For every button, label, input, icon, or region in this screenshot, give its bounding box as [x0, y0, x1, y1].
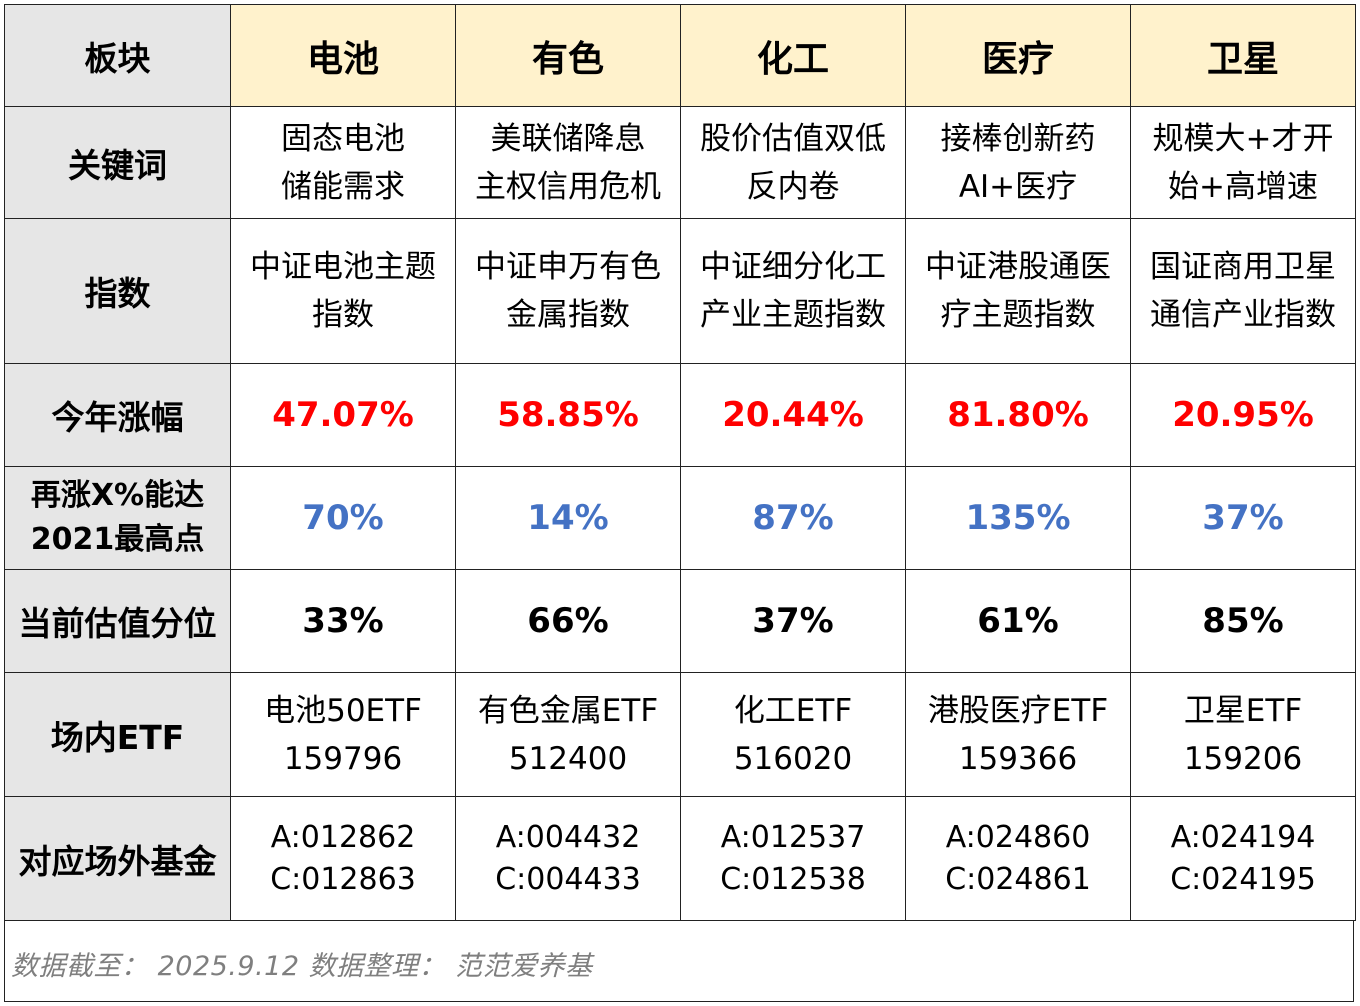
valuation-row: 当前估值分位 33% 66% 37% 61% 85%: [4, 569, 1356, 673]
otc-fund-cell: A:004432 C:004433: [455, 796, 681, 921]
keywords-cell: 美联储降息 主权信用危机: [455, 106, 681, 219]
etf-cell: 电池50ETF 159796: [230, 672, 456, 797]
keywords-label: 关键词: [4, 106, 231, 219]
sector-header-battery: 电池: [230, 4, 456, 107]
valuation-cell: 61%: [905, 569, 1131, 673]
index-cell: 中证细分化工 产业主题指数: [680, 218, 906, 364]
valuation-cell: 66%: [455, 569, 681, 673]
upside-cell: 14%: [455, 466, 681, 570]
etf-cell: 化工ETF 516020: [680, 672, 906, 797]
ytd-gain-cell: 20.95%: [1130, 363, 1356, 467]
etf-cell: 港股医疗ETF 159366: [905, 672, 1131, 797]
footer-text: 数据截至： 2025.9.12 数据整理： 范范爱养基: [11, 951, 593, 982]
otc-fund-cell: A:012537 C:012538: [680, 796, 906, 921]
upside-cell: 37%: [1130, 466, 1356, 570]
ytd-gain-cell: 58.85%: [455, 363, 681, 467]
index-cell: 中证港股通医 疗主题指数: [905, 218, 1131, 364]
keywords-cell: 固态电池 储能需求: [230, 106, 456, 219]
etf-cell: 有色金属ETF 512400: [455, 672, 681, 797]
header-row: 板块 电池 有色 化工 医疗 卫星: [4, 4, 1356, 107]
keywords-row: 关键词 固态电池 储能需求 美联储降息 主权信用危机 股价估值双低 反内卷 接棒创新药…: [4, 106, 1356, 219]
index-cell: 国证商用卫星 通信产业指数: [1130, 218, 1356, 364]
header-label-cell: 板块: [4, 4, 231, 107]
sector-table: 板块 电池 有色 化工 医疗 卫星 关键词 固态电池 储能需求 美联储降息 主权信用…: [4, 4, 1356, 921]
otc-fund-cell: A:024860 C:024861: [905, 796, 1131, 921]
valuation-cell: 37%: [680, 569, 906, 673]
otc-fund-row: 对应场外基金 A:012862 C:012863 A:004432 C:004433…: [4, 796, 1356, 921]
upside-cell: 87%: [680, 466, 906, 570]
valuation-cell: 33%: [230, 569, 456, 673]
keywords-cell: 接棒创新药 AI+医疗: [905, 106, 1131, 219]
otc-fund-label: 对应场外基金: [4, 796, 231, 921]
sector-header-medical: 医疗: [905, 4, 1131, 107]
valuation-cell: 85%: [1130, 569, 1356, 673]
upside-cell: 70%: [230, 466, 456, 570]
ytd-gain-row: 今年涨幅 47.07% 58.85% 20.44% 81.80% 20.95%: [4, 363, 1356, 467]
index-row: 指数 中证电池主题 指数 中证申万有色 金属指数 中证细分化工 产业主题指数 中证港股…: [4, 218, 1356, 364]
index-label: 指数: [4, 218, 231, 364]
etf-label: 场内ETF: [4, 672, 231, 797]
upside-cell: 135%: [905, 466, 1131, 570]
keywords-cell: 股价估值双低 反内卷: [680, 106, 906, 219]
etf-row: 场内ETF 电池50ETF 159796 有色金属ETF 512400 化工ETF 5…: [4, 672, 1356, 797]
ytd-gain-cell: 47.07%: [230, 363, 456, 467]
sector-header-satellite: 卫星: [1130, 4, 1356, 107]
otc-fund-cell: A:024194 C:024195: [1130, 796, 1356, 921]
ytd-gain-cell: 81.80%: [905, 363, 1131, 467]
ytd-gain-label: 今年涨幅: [4, 363, 231, 467]
index-cell: 中证电池主题 指数: [230, 218, 456, 364]
footer-note: 数据截至： 2025.9.12 数据整理： 范范爱养基: [4, 920, 1354, 1002]
otc-fund-cell: A:012862 C:012863: [230, 796, 456, 921]
valuation-label: 当前估值分位: [4, 569, 231, 673]
index-cell: 中证申万有色 金属指数: [455, 218, 681, 364]
keywords-cell: 规模大+才开 始+高增速: [1130, 106, 1356, 219]
upside-row: 再涨X%能达 2021最高点 70% 14% 87% 135% 37%: [4, 466, 1356, 570]
sector-header-nonferrous: 有色: [455, 4, 681, 107]
sector-header-chemical: 化工: [680, 4, 906, 107]
ytd-gain-cell: 20.44%: [680, 363, 906, 467]
upside-label: 再涨X%能达 2021最高点: [4, 466, 231, 570]
etf-cell: 卫星ETF 159206: [1130, 672, 1356, 797]
